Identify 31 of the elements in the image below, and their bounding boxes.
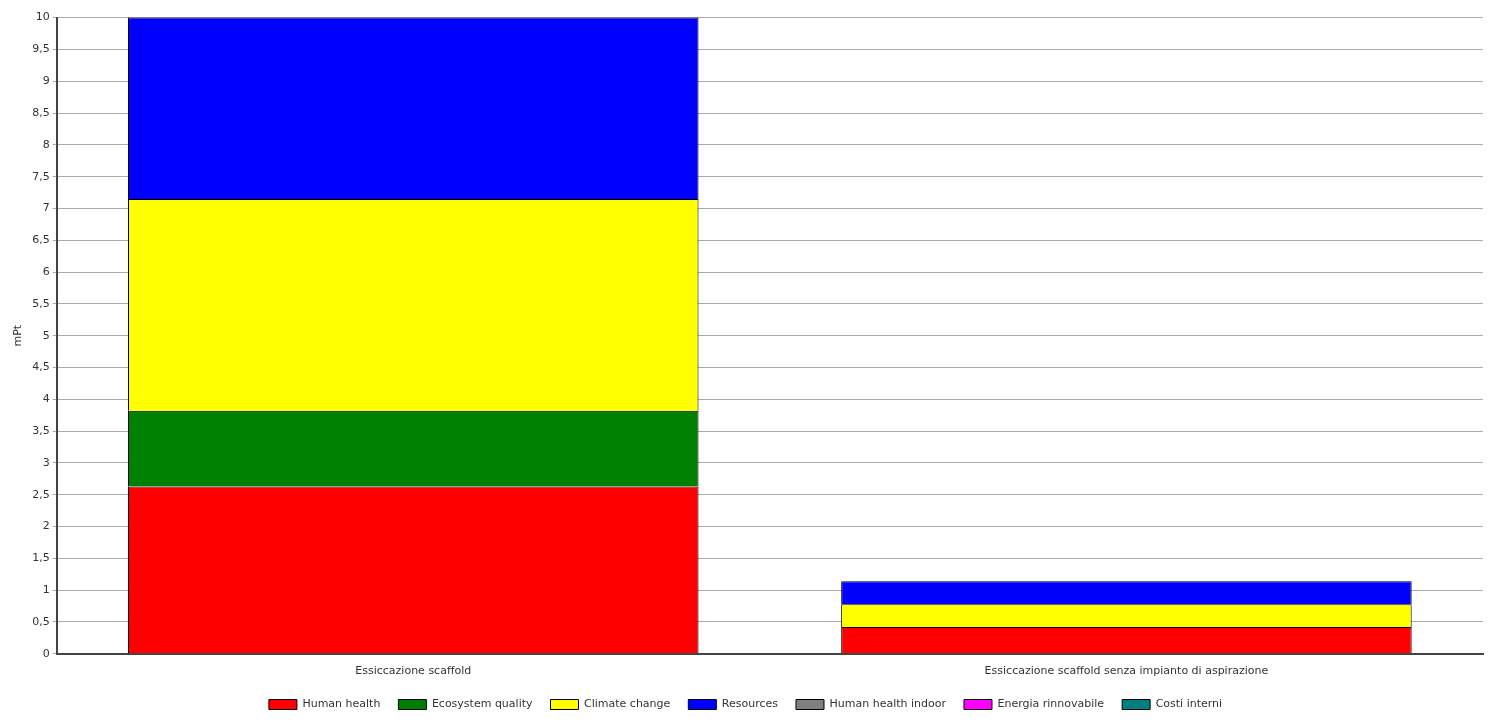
y-tick-label: 2,5 [32,487,50,501]
legend-label: Human health indoor [829,697,947,711]
y-tick-label: 4 [42,392,50,406]
legend-label: Climate change [584,697,671,711]
y-tick-label: 9 [42,74,50,88]
legend-label: Resources [721,697,779,711]
y-tick-label: 2 [42,519,50,533]
y-tick-label: 7 [42,201,50,215]
y-tick-label: 9,5 [32,42,50,56]
y-tick-label: 3 [42,455,50,469]
x-tick-label: Essiccazione scaffold senza impianto di aspirazione [984,664,1269,678]
y-tick-label: 5,5 [32,296,50,310]
y-tick-label: 8,5 [32,105,50,119]
legend-label: Ecosystem quality [431,697,533,711]
y-axis-title: mPt [11,324,25,347]
y-tick-label: 3,5 [32,423,50,437]
y-tick-label: 8 [42,137,50,151]
y-tick-label: 0 [42,646,50,660]
y-tick-label: 0,5 [32,614,50,628]
legend-label: Costi interni [1155,697,1223,711]
y-tick-label: 4,5 [32,360,50,374]
y-tick-label: 6 [42,264,50,278]
y-tick-label: 5 [42,328,50,342]
legend-label: Energia rinnovabile [997,697,1105,711]
y-tick-label: 1,5 [32,551,50,565]
legend-label: Human health [302,697,381,711]
y-tick-label: 6,5 [32,233,50,247]
y-tick-label: 1 [42,583,50,597]
x-tick-label: Essiccazione scaffold [355,664,472,678]
y-tick-label: 10 [35,10,50,24]
y-tick-label: 7,5 [32,169,50,183]
